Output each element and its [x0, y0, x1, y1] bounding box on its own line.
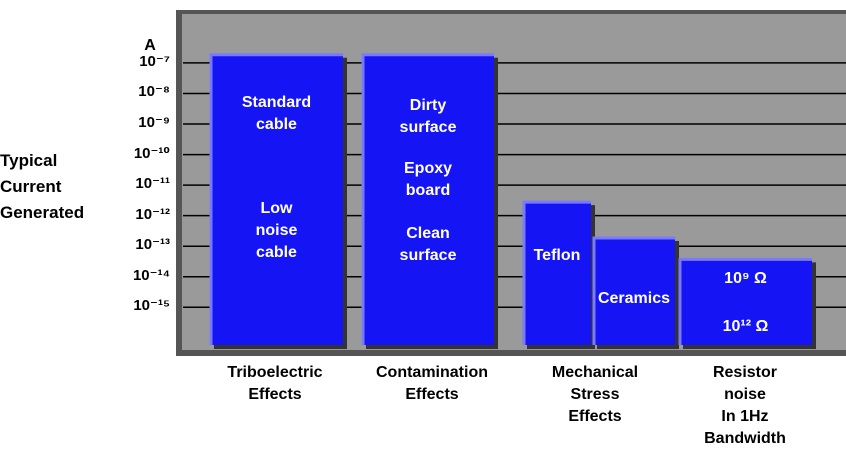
bar-annotation: Epoxy board: [403, 160, 453, 199]
bar-annotation: Teflon: [533, 247, 581, 264]
bar: [210, 53, 343, 346]
y-tick-label: 10⁻⁸: [138, 83, 170, 101]
bar-bevel: [678, 257, 812, 345]
bar-bevel: [361, 53, 494, 345]
bar: [679, 258, 812, 345]
bar-annotation: 10⁹ Ω: [724, 270, 767, 287]
y-tick-label: 10⁻⁹: [138, 114, 170, 132]
x-tick-label: Contamination Effects: [376, 364, 488, 403]
x-tick-label: Triboelectric Effects: [227, 364, 323, 403]
x-tick-label: Resistor noise In 1Hz Bandwidth: [704, 364, 786, 447]
bar-annotation: Clean surface: [399, 225, 457, 264]
bar-annotation: Low noise cable: [255, 200, 298, 261]
y-tick-label: 10⁻¹²: [135, 205, 170, 223]
y-unit: A: [144, 37, 156, 54]
bar-bevel: [522, 200, 591, 345]
bar: [362, 53, 494, 346]
y-tick-label: 10⁻¹⁵: [133, 297, 170, 315]
y-tick-label: 10⁻¹³: [135, 236, 170, 254]
bar-bevel: [592, 236, 675, 345]
x-tick-label: Mechanical Stress Effects: [551, 364, 639, 425]
bar: [593, 237, 675, 345]
bar-annotation: Standard cable: [241, 94, 312, 133]
y-tick-label: 10⁻¹⁴: [132, 266, 170, 284]
bar-annotation: 10¹² Ω: [722, 318, 769, 335]
y-tick-label: 10⁻¹⁰: [133, 144, 170, 162]
y-tick-label: 10⁻⁷: [139, 52, 170, 70]
bar: [523, 201, 591, 345]
bar-bevel: [209, 53, 343, 345]
y-axis-label: Typical Current Generated: [0, 151, 85, 222]
y-tick-label: 10⁻¹¹: [135, 175, 170, 193]
bar-annotation: Dirty surface: [399, 97, 457, 136]
bar-annotation: Ceramics: [597, 290, 671, 307]
